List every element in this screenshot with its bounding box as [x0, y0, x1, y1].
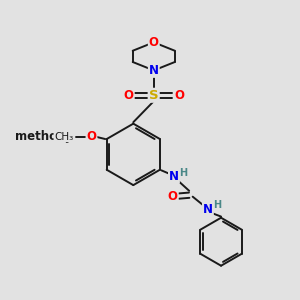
Text: methoxy: methoxy: [14, 130, 72, 143]
Text: O: O: [86, 130, 97, 143]
Text: H: H: [179, 168, 188, 178]
Text: O: O: [168, 190, 178, 203]
Text: H: H: [213, 200, 221, 210]
Text: N: N: [169, 170, 179, 183]
Text: N: N: [149, 64, 159, 77]
Text: O: O: [174, 89, 184, 102]
Text: N: N: [203, 203, 213, 216]
Text: O: O: [149, 36, 159, 49]
Text: O: O: [124, 89, 134, 102]
Text: S: S: [149, 89, 159, 102]
Text: CH₃: CH₃: [54, 132, 73, 142]
